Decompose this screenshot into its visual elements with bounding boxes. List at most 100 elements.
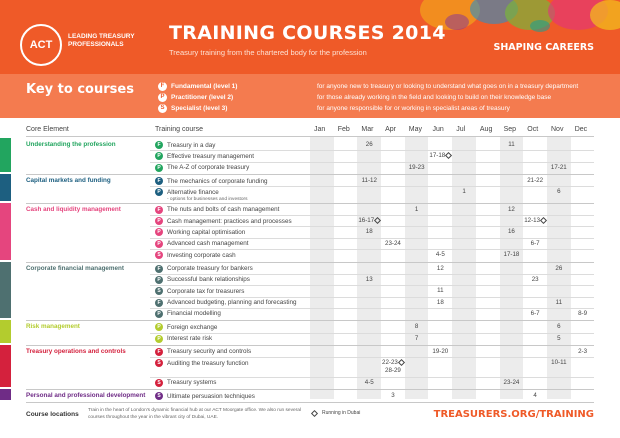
course-date-text: 6 [557,188,561,196]
course-date-text: 17-18 [503,251,520,259]
course-row[interactable]: F Treasury security and controls [155,347,251,356]
category-color-band [0,344,11,388]
splash-decoration [530,20,550,32]
course-date: 8 [397,323,437,330]
course-date: 4-5 [349,379,389,386]
course-row[interactable]: S Investing corporate cash [155,251,236,260]
level-s-icon: S [155,287,163,296]
course-row[interactable]: F The nuts and bolts of cash management [155,205,279,214]
course-row[interactable]: P Foreign exchange [155,323,218,332]
key-row-practitioner: P Practitioner (level 2) for those alrea… [158,92,551,102]
course-row[interactable]: S Auditing the treasury function [155,359,249,368]
category-divider [26,261,594,263]
course-date-text: 12 [436,264,444,272]
category-color-band [0,389,11,401]
row-divider [150,285,594,287]
course-date: 26 [349,141,389,148]
course-row[interactable]: F Treasury in a day [155,141,215,149]
course-date-text: 18 [365,228,373,236]
course-date: 6 [539,188,579,195]
category-divider [26,320,594,322]
level-s-icon: S [155,251,163,260]
course-date-text: 21-22 [527,177,544,185]
level-p-icon: P [155,309,163,318]
course-date: 11 [491,141,531,148]
course-row[interactable]: F Advanced budgeting, planning and foreca… [155,298,297,307]
course-row[interactable]: P The A-Z of corporate treasury [155,163,249,172]
act-logo: ACT [20,24,62,66]
course-date: 4 [515,392,555,399]
course-name: Investing corporate cash [167,251,236,259]
course-date: 6 [539,323,579,330]
row-divider [150,237,594,239]
key-level-label: Specialist (level 3) [171,104,228,112]
course-date: 23-24 [491,379,531,386]
core-element-header: Core Element [26,126,69,133]
course-name: Advanced budgeting, planning and forecas… [167,299,297,307]
course-name: The mechanics of corporate funding [167,177,268,185]
course-date: 23-24 [373,240,413,247]
course-row[interactable]: P Advanced cash management [155,239,249,248]
category-label: Treasury operations and controls [26,347,126,355]
row-divider [150,357,594,359]
category-divider [26,402,594,404]
course-date-text: 28-29 [385,367,401,375]
month-header-nov: Nov [551,126,564,133]
course-name: Ultimate persuasion techniques [167,392,255,400]
category-color-band [0,320,11,343]
course-name: Financial modelling [167,310,221,318]
course-row[interactable]: S Ultimate persuasion techniques [155,392,255,401]
course-row[interactable]: P Working capital optimisation [155,228,245,237]
category-color-band [0,202,11,260]
website-link[interactable]: TREASURERS.ORG/TRAINING [433,409,594,420]
course-date-text: 18 [436,298,444,306]
course-date-text: 22-23 [382,359,398,367]
course-row[interactable]: S Treasury systems [155,378,216,387]
category-divider [26,202,594,204]
course-date: 17-18 [491,251,531,258]
key-level-desc: for anyone new to treasury or looking to… [317,82,579,90]
course-date: 2-3 [563,348,603,355]
dubai-diamond-icon [374,216,382,224]
course-date-text: 1 [414,205,419,213]
course-row[interactable]: P Effective treasury management [155,152,255,161]
course-row[interactable]: P Interest rate risk [155,334,212,343]
key-title: Key to courses [26,82,134,97]
course-name: Cash management: practices and processes [167,217,292,225]
month-header-apr: Apr [385,126,396,133]
course-date-text: 23-24 [385,239,401,247]
course-date-text: 13 [365,275,373,283]
dubai-diamond-icon [445,152,453,160]
course-row[interactable]: P Alternative finance [155,188,219,197]
course-row[interactable]: P Financial modelling [155,309,221,318]
dubai-diamond-icon [397,359,405,367]
course-row[interactable]: P Cash management: practices and processe… [155,217,292,226]
month-header-jul: Jul [456,126,466,133]
key-level-desc: for anyone responsible for or working in… [317,104,510,112]
course-date: 7 [397,335,437,342]
course-date-text: 26 [555,264,563,272]
row-divider [150,226,594,228]
tagline: SHAPING CAREERS [493,42,594,53]
course-row[interactable]: S Corporate tax for treasurers [155,287,245,296]
course-name: Effective treasury management [167,152,255,160]
course-date-text: 23-24 [503,378,520,386]
key-row-fundamental: F Fundamental (level 1) for anyone new t… [158,81,578,91]
course-row[interactable]: F Corporate treasury for bankers [155,264,253,273]
training-course-header: Training course [155,126,203,133]
course-row[interactable]: P Successful bank relationships [155,275,250,284]
course-name: Corporate tax for treasurers [167,287,245,295]
category-label: Cash and liquidity management [26,205,121,213]
month-header-jan: Jan [314,126,326,133]
category-color-band [0,261,11,319]
row-divider [150,273,594,275]
level-p-icon: P [155,334,163,343]
category-color-band [0,138,11,173]
course-date-text: 1 [462,188,466,196]
course-row[interactable]: F The mechanics of corporate funding [155,177,268,186]
row-divider [150,150,594,152]
course-name: Foreign exchange [167,323,218,331]
row-divider [150,249,594,251]
splash-decoration [445,14,469,30]
course-date: 28-29 [373,367,413,374]
